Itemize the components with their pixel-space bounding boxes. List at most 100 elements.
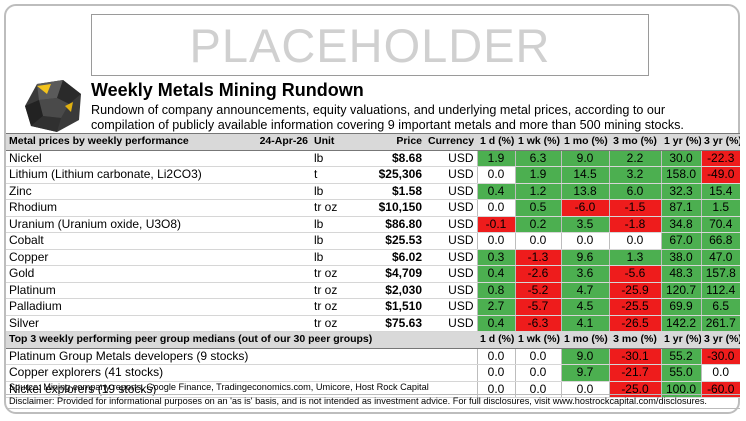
header-col: 3 yr (%)	[701, 133, 740, 151]
ore-rock-icon	[25, 80, 81, 132]
metal-currency: USD	[425, 298, 477, 316]
header-col: 1 wk (%)	[515, 331, 561, 349]
metal-unit: tr oz	[311, 298, 358, 316]
metal-price: $6.02	[358, 249, 425, 266]
empty-cell	[251, 249, 311, 266]
peer-row: Platinum Group Metals developers (9 stoc…	[6, 348, 740, 365]
pct-cell: 0.5	[514, 199, 561, 217]
pct-cell: 9.0	[560, 348, 609, 365]
pct-cell: 70.4	[700, 216, 740, 233]
metal-row: Cobalt lb $25.53 USD 0.0 0.0 0.0 0.0 67.0 66.8	[6, 232, 740, 250]
pct-cell: 69.9	[660, 298, 701, 316]
metal-unit: lb	[311, 216, 358, 233]
metal-name: Cobalt	[6, 232, 251, 250]
header-price: Price	[358, 133, 425, 151]
pct-cell: 120.7	[660, 282, 701, 299]
pct-cell: 15.4	[700, 183, 740, 200]
pct-cell: 142.2	[660, 315, 701, 332]
pct-cell: 112.4	[700, 282, 740, 299]
pct-cell: 4.7	[560, 282, 609, 299]
empty-cell	[251, 232, 311, 250]
pct-cell: 13.8	[560, 183, 609, 200]
metal-unit: t	[311, 166, 358, 184]
pct-cell: -22.3	[700, 150, 740, 167]
empty-cell	[251, 183, 311, 200]
metal-name: Rhodium	[6, 199, 251, 217]
header-col: 3 yr (%)	[701, 331, 740, 349]
metal-price: $4,709	[358, 265, 425, 283]
pct-cell: 55.0	[660, 364, 701, 382]
metal-unit: lb	[311, 232, 358, 250]
header-col: 1 yr (%)	[661, 133, 701, 151]
metal-price: $25,306	[358, 166, 425, 184]
pct-cell: 55.2	[660, 348, 701, 365]
pct-cell: 0.0	[514, 364, 561, 382]
header-metal-label: Metal prices by weekly performance	[6, 133, 251, 151]
pct-cell: 0.0	[476, 166, 515, 184]
header-col: 3 mo (%)	[609, 331, 661, 349]
pct-cell: -5.7	[514, 298, 561, 316]
pct-cell: 2.2	[608, 150, 661, 167]
pct-cell: -1.3	[514, 249, 561, 266]
pct-cell: -25.0	[608, 381, 661, 398]
pct-cell: 0.4	[476, 183, 515, 200]
peer-name: Copper explorers (41 stocks)	[6, 364, 477, 382]
metal-unit: tr oz	[311, 282, 358, 299]
metal-currency: USD	[425, 265, 477, 283]
pct-cell: 0.0	[476, 232, 515, 250]
header-unit: Unit	[311, 133, 358, 151]
metal-name: Gold	[6, 265, 251, 283]
pct-cell: 100.0	[660, 381, 701, 398]
pct-cell: 67.0	[660, 232, 701, 250]
pct-cell: 4.1	[560, 315, 609, 332]
pct-cell: 1.9	[476, 150, 515, 167]
metal-row: Platinum tr oz $2,030 USD 0.8 -5.2 4.7 -25.9 120…	[6, 282, 740, 299]
pct-cell: 9.0	[560, 150, 609, 167]
metal-name: Zinc	[6, 183, 251, 200]
pct-cell: 34.8	[660, 216, 701, 233]
empty-cell	[251, 216, 311, 233]
pct-cell: 0.0	[476, 364, 515, 382]
pct-cell: 0.4	[476, 265, 515, 283]
metal-price: $75.63	[358, 315, 425, 332]
metal-price: $86.80	[358, 216, 425, 233]
pct-cell: 0.0	[700, 364, 740, 382]
metal-currency: USD	[425, 249, 477, 266]
metal-currency: USD	[425, 166, 477, 184]
metal-row: Palladium tr oz $1,510 USD 2.7 -5.7 4.5 -25.5 69…	[6, 298, 740, 316]
pct-cell: -60.0	[700, 381, 740, 398]
metal-name: Copper	[6, 249, 251, 266]
empty-cell	[251, 315, 311, 332]
peer-row: Nickel explorers (19 stocks) 0.0 0.0 0.0 -25…	[6, 381, 740, 398]
report-title: Weekly Metals Mining Rundown	[91, 80, 364, 100]
metal-name: Silver	[6, 315, 251, 332]
metal-currency: USD	[425, 282, 477, 299]
metal-currency: USD	[425, 315, 477, 332]
pct-cell: 9.6	[560, 249, 609, 266]
pct-cell: -6.0	[560, 199, 609, 217]
metal-unit: tr oz	[311, 199, 358, 217]
empty-cell	[251, 282, 311, 299]
pct-cell: 4.5	[560, 298, 609, 316]
empty-cell	[251, 265, 311, 283]
header-col: 1 mo (%)	[561, 331, 609, 349]
metal-unit: lb	[311, 249, 358, 266]
pct-cell: 48.3	[660, 265, 701, 283]
metal-currency: USD	[425, 150, 477, 167]
pct-cell: 30.0	[660, 150, 701, 167]
metal-name: Platinum	[6, 282, 251, 299]
pct-cell: 0.0	[476, 348, 515, 365]
pct-cell: 3.6	[560, 265, 609, 283]
pct-cell: 1.2	[514, 183, 561, 200]
pct-cell: 1.3	[608, 249, 661, 266]
metal-row: Nickel lb $8.68 USD 1.9 6.3 9.0 2.2 30.0 -22.3	[6, 150, 740, 167]
pct-cell: 14.5	[560, 166, 609, 184]
pct-cell: 0.4	[476, 315, 515, 332]
pct-cell: 158.0	[660, 166, 701, 184]
metal-row: Uranium (Uranium oxide, U3O8) lb $86.80 USD…	[6, 216, 740, 233]
metal-name: Lithium (Lithium carbonate, Li2CO3)	[6, 166, 251, 184]
metal-price: $10,150	[358, 199, 425, 217]
pct-cell: 3.2	[608, 166, 661, 184]
pct-cell: 87.1	[660, 199, 701, 217]
metals-header-row: Metal prices by weekly performance 24-Apr…	[6, 133, 740, 151]
